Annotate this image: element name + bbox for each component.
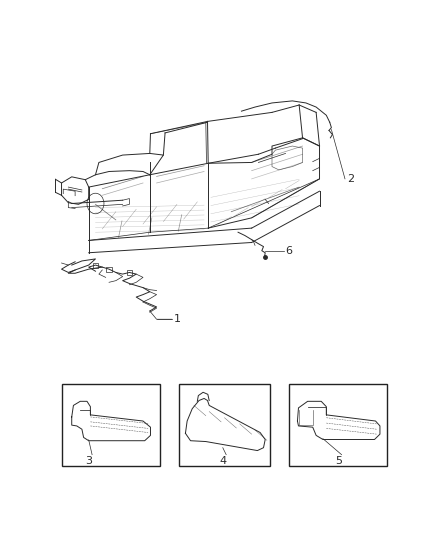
Text: 2: 2	[346, 174, 354, 184]
Bar	[289, 384, 388, 466]
Bar	[106, 266, 112, 272]
Bar	[179, 384, 270, 466]
Bar	[61, 384, 160, 466]
Text: 3: 3	[85, 456, 92, 466]
Text: 6: 6	[286, 246, 293, 256]
Bar	[127, 270, 132, 275]
Text: 1: 1	[173, 314, 180, 324]
Bar	[93, 263, 98, 268]
Text: 5: 5	[335, 456, 342, 466]
Text: 4: 4	[219, 456, 226, 466]
